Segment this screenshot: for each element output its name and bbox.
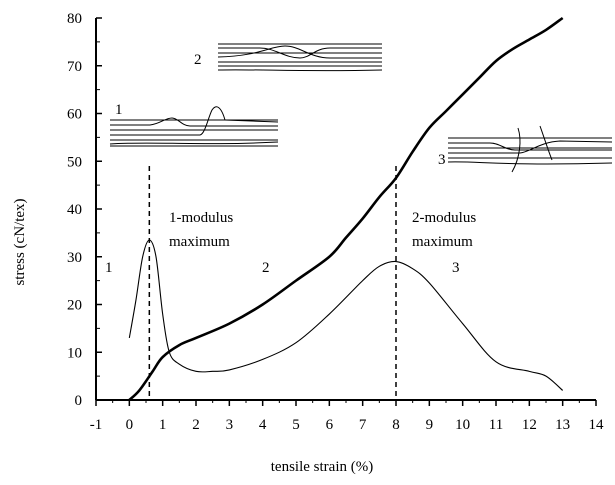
x-tick-label: 2 xyxy=(192,417,200,433)
modulus-1-max-label: 1-modulus xyxy=(169,210,233,226)
modulus-curve xyxy=(128,239,564,391)
y-tick-label: 10 xyxy=(67,345,82,361)
y-tick-label: 50 xyxy=(67,154,82,170)
stress-curve xyxy=(128,16,564,401)
y-tick-label: 30 xyxy=(67,250,82,266)
axes xyxy=(95,18,596,401)
x-tick-label: 10 xyxy=(455,417,470,433)
x-tick-label: 8 xyxy=(392,417,400,433)
y-tick-label: 0 xyxy=(75,393,83,409)
y-tick-label: 80 xyxy=(67,11,82,27)
fiber-sketch-3-label: 3 xyxy=(438,152,446,168)
modulus-2-max-label-2: maximum xyxy=(412,234,473,250)
x-tick-label: 5 xyxy=(292,417,300,433)
fiber-sketch-2: 2 xyxy=(194,43,383,72)
region-1-label: 1 xyxy=(105,260,113,276)
series-lines xyxy=(128,16,564,401)
x-axis-title: tensile strain (%) xyxy=(271,459,373,475)
region-3-label: 3 xyxy=(452,260,460,276)
y-tick-label: 20 xyxy=(67,298,82,314)
x-tick-label: 7 xyxy=(359,417,367,433)
y-tick-label: 60 xyxy=(67,107,82,123)
x-tick-label: 9 xyxy=(426,417,434,433)
region-2-label: 2 xyxy=(262,260,270,276)
modulus-1-max-label-2: maximum xyxy=(169,234,230,250)
fiber-sketch-3: 3 xyxy=(438,125,613,173)
x-tick-label: 14 xyxy=(589,417,605,433)
y-tick-label: 70 xyxy=(67,59,82,75)
x-tick-label: 4 xyxy=(259,417,267,433)
y-tick-label: 40 xyxy=(67,202,82,218)
fiber-sketch-2-label: 2 xyxy=(194,52,202,68)
x-tick-label: 12 xyxy=(522,417,537,433)
x-tick-label: 3 xyxy=(226,417,234,433)
fiber-sketch-1-label: 1 xyxy=(115,102,123,118)
x-tick-label: 13 xyxy=(555,417,570,433)
y-axis-title: stress (cN/tex) xyxy=(12,198,28,285)
x-tick-label: 6 xyxy=(326,417,334,433)
modulus-maximum-lines xyxy=(148,166,397,400)
x-tick-label: 11 xyxy=(489,417,503,433)
fiber-sketch-1: 1 xyxy=(109,102,279,147)
x-tick-label: 1 xyxy=(159,417,167,433)
x-tick-label: -1 xyxy=(90,417,103,433)
modulus-2-max-label: 2-modulus xyxy=(412,210,476,226)
x-tick-label: 0 xyxy=(126,417,134,433)
